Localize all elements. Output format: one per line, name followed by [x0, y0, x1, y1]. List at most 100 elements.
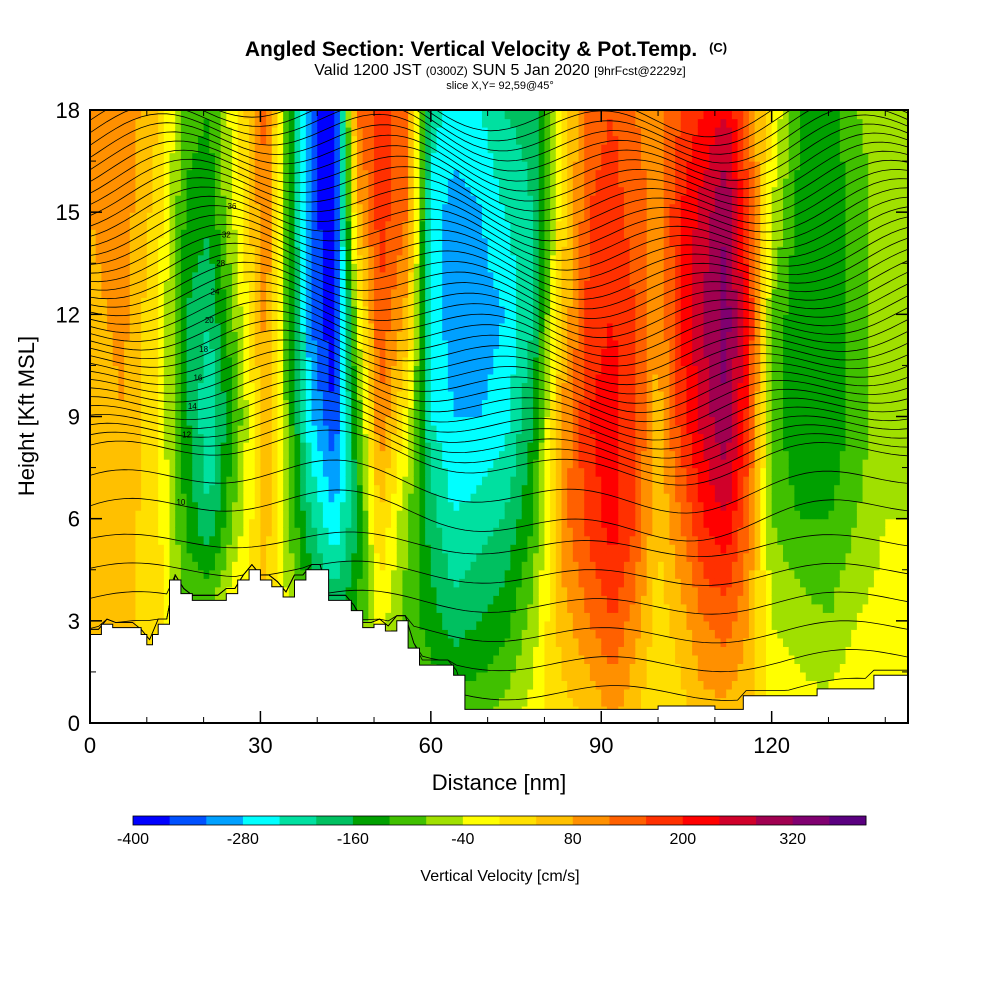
velocity-cell [374, 280, 381, 290]
velocity-cell [169, 459, 176, 469]
velocity-cell [328, 578, 335, 588]
velocity-cell [243, 186, 250, 196]
velocity-cell [260, 212, 267, 222]
velocity-cell [220, 297, 227, 307]
velocity-cell [232, 127, 239, 137]
velocity-cell [192, 407, 199, 418]
velocity-cell [311, 135, 318, 145]
velocity-cell [101, 271, 108, 281]
velocity-cell [141, 322, 148, 332]
velocity-cell [470, 178, 477, 188]
velocity-cell [419, 305, 426, 315]
velocity-cell [464, 450, 472, 460]
velocity-cell [447, 459, 455, 469]
velocity-cell [385, 314, 392, 324]
velocity-cell [152, 484, 159, 494]
velocity-cell [430, 110, 438, 120]
velocity-cell [169, 501, 176, 511]
velocity-cell [141, 552, 148, 562]
velocity-cell [447, 637, 455, 647]
velocity-cell [464, 331, 472, 341]
velocity-cell [175, 407, 182, 418]
velocity-cell [425, 297, 432, 307]
velocity-cell [186, 161, 193, 171]
velocity-cell [402, 297, 409, 307]
velocity-cell [197, 288, 205, 298]
velocity-cell [345, 459, 352, 469]
velocity-cell [470, 493, 477, 503]
velocity-cell [95, 459, 102, 469]
velocity-cell [294, 459, 301, 469]
velocity-cell [129, 425, 137, 435]
velocity-cell [277, 501, 284, 511]
velocity-cell [101, 612, 108, 622]
velocity-cell [391, 501, 398, 511]
velocity-cell [141, 203, 148, 213]
velocity-cell [288, 586, 296, 596]
velocity-cell [107, 493, 114, 503]
velocity-cell [362, 595, 369, 605]
velocity-cell [356, 561, 364, 571]
velocity-cell [197, 254, 205, 264]
velocity-cell [413, 595, 421, 605]
velocity-cell [368, 620, 375, 630]
velocity-cell [249, 237, 256, 247]
velocity-cell [288, 161, 296, 171]
velocity-cell [277, 178, 284, 188]
velocity-cell [408, 603, 415, 613]
velocity-cell [203, 288, 210, 298]
velocity-cell [317, 390, 324, 401]
velocity-cell [391, 518, 398, 528]
velocity-cell [260, 169, 267, 179]
velocity-cell [345, 118, 352, 128]
velocity-cell [408, 237, 415, 247]
velocity-cell [169, 280, 176, 290]
velocity-cell [124, 110, 131, 120]
velocity-cell [163, 288, 171, 298]
velocity-cell [470, 535, 477, 545]
velocity-cell [112, 493, 119, 503]
velocity-cell [334, 518, 341, 528]
velocity-cell [442, 271, 449, 281]
velocity-cell [220, 569, 227, 579]
velocity-cell [226, 510, 233, 520]
velocity-cell [158, 467, 165, 477]
velocity-cell [129, 382, 137, 392]
velocity-cell [436, 612, 443, 622]
velocity-cell [283, 476, 290, 486]
velocity-cell [271, 178, 279, 188]
velocity-cell [135, 578, 142, 588]
velocity-cell [442, 178, 449, 188]
velocity-cell [169, 135, 176, 145]
velocity-cell [180, 297, 188, 307]
velocity-cell [442, 195, 449, 205]
velocity-cell [141, 459, 148, 469]
velocity-cell [391, 254, 398, 264]
velocity-cell [141, 382, 148, 392]
velocity-cell [294, 399, 301, 409]
velocity-cell [305, 152, 313, 162]
velocity-cell [470, 246, 477, 256]
velocity-cell [158, 365, 165, 375]
velocity-cell [362, 442, 369, 452]
velocity-cell [430, 425, 438, 435]
velocity-cell [277, 373, 284, 384]
velocity-cell [288, 416, 296, 426]
velocity-cell [152, 595, 159, 605]
velocity-cell [459, 442, 466, 452]
velocity-cell [192, 467, 199, 477]
velocity-cell [95, 425, 102, 435]
velocity-cell [419, 322, 426, 332]
velocity-cell [192, 527, 199, 537]
velocity-cell [203, 484, 210, 494]
velocity-cell [311, 195, 318, 205]
velocity-cell [141, 118, 148, 128]
velocity-cell [356, 118, 364, 128]
velocity-cell [459, 263, 466, 273]
velocity-cell [180, 288, 188, 298]
velocity-cell [112, 433, 119, 443]
velocity-cell [243, 195, 250, 205]
velocity-cell [283, 118, 290, 128]
velocity-cell [442, 467, 449, 477]
